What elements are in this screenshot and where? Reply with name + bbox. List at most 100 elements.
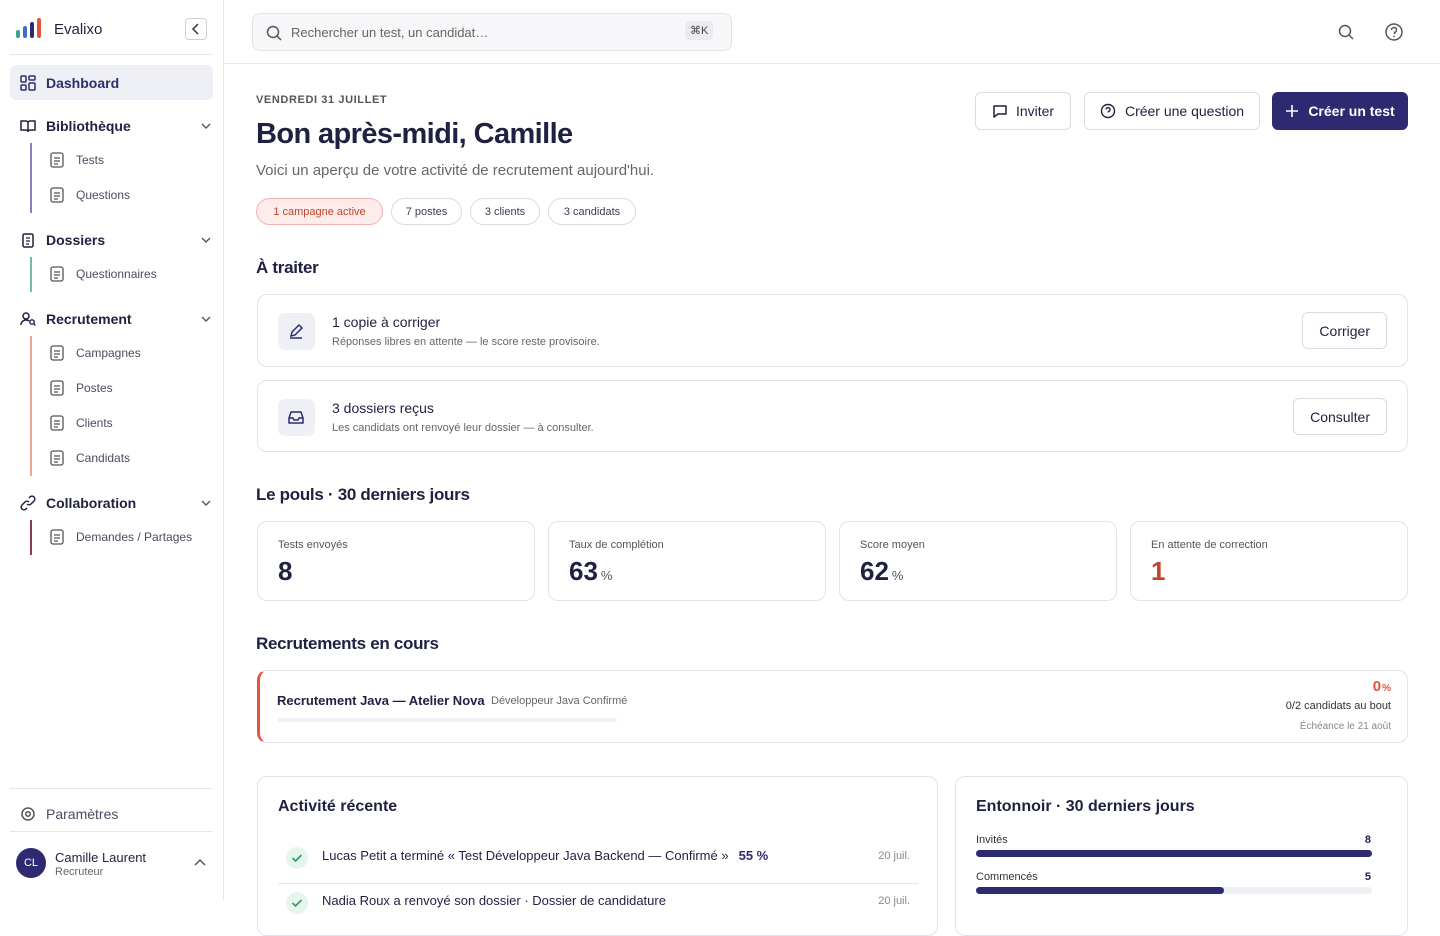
user-role: Recruteur xyxy=(55,866,104,878)
collapse-button[interactable] xyxy=(185,18,207,40)
page-title: Bon après-midi, Camille xyxy=(256,118,573,150)
element: Questions xyxy=(76,188,131,202)
nav-group[interactable]: Bibliothèque xyxy=(10,108,213,143)
element xyxy=(276,35,282,41)
element xyxy=(50,345,64,361)
nav-item[interactable]: Questionnaires xyxy=(48,260,157,288)
element: Candidats xyxy=(76,451,131,465)
element xyxy=(50,380,64,396)
icon xyxy=(1100,103,1116,119)
funnel-label: Invités xyxy=(976,834,1008,846)
element xyxy=(201,237,211,243)
search-box[interactable]: Rechercher un test, un candidat… ⌘K xyxy=(252,13,732,51)
element xyxy=(23,26,27,38)
element xyxy=(20,494,36,511)
icon xyxy=(20,119,36,132)
funnel-bar xyxy=(976,887,1224,894)
nav-settings[interactable]: Paramètres xyxy=(10,796,213,831)
invite-button[interactable]: Inviter xyxy=(975,92,1071,130)
element xyxy=(1385,23,1403,41)
nav-group[interactable]: Dossiers xyxy=(10,222,213,257)
element: Tests xyxy=(76,153,105,167)
nav-item[interactable]: Campagnes xyxy=(48,339,141,367)
element: Créer un test xyxy=(1308,103,1395,119)
element: Bibliothèque xyxy=(46,117,131,134)
element xyxy=(194,858,206,866)
stat-value: 8 xyxy=(278,556,292,587)
user-name: Camille Laurent xyxy=(55,850,147,865)
nav-group[interactable]: Recrutement xyxy=(10,301,213,336)
nav-item[interactable]: Postes xyxy=(48,374,113,402)
create-test-button[interactable]: Créer un test xyxy=(1272,92,1408,130)
element: Postes xyxy=(76,381,113,395)
tree-line xyxy=(30,257,32,292)
tree-line xyxy=(30,143,32,213)
element: 62 xyxy=(860,556,889,586)
sidebar: Evalixo Dashboard Bibliothèque Tests Quest… xyxy=(0,0,224,900)
todo-description: Les candidats ont renvoyé leur dossier —… xyxy=(332,422,594,434)
icon xyxy=(1286,105,1299,117)
nav-item[interactable]: Questions xyxy=(48,181,130,209)
nav-item[interactable]: Tests xyxy=(48,146,104,174)
icon xyxy=(266,25,282,41)
element xyxy=(50,266,64,282)
help-icon[interactable] xyxy=(1384,22,1404,42)
icon xyxy=(50,266,64,282)
icon xyxy=(22,232,34,248)
element xyxy=(54,385,60,393)
element xyxy=(54,157,60,165)
check-icon xyxy=(286,847,308,869)
create-question-button[interactable]: Créer une question xyxy=(1084,92,1260,130)
funnel-track xyxy=(976,887,1372,894)
chip: 1 campagne active xyxy=(256,198,383,225)
todo-title: 3 dossiers reçus xyxy=(332,400,434,416)
element xyxy=(993,105,1007,118)
element xyxy=(50,152,64,168)
stat-unit: % xyxy=(600,568,613,583)
icon xyxy=(993,105,1007,118)
nav-group[interactable]: Collaboration xyxy=(10,485,213,520)
activity-row: Lucas Petit a terminé « Test Développeur… xyxy=(278,839,918,884)
element: Recrutement xyxy=(46,310,132,327)
element: Dashboard xyxy=(46,74,120,91)
element: Collaboration xyxy=(46,494,137,511)
element xyxy=(1390,26,1398,34)
nav-item[interactable]: Candidats xyxy=(48,444,130,472)
element xyxy=(54,271,60,279)
nav-dashboard[interactable]: Dashboard xyxy=(10,65,213,100)
todo-action[interactable]: Corriger xyxy=(1302,312,1387,349)
element xyxy=(1105,106,1111,113)
icon xyxy=(291,899,303,908)
nav-item[interactable]: Demandes / Partages xyxy=(48,523,192,551)
element xyxy=(33,322,36,326)
chip: 7 postes xyxy=(391,198,462,225)
element xyxy=(1100,103,1116,119)
element: Nadia Roux a renvoyé son dossier · Dossi… xyxy=(322,893,666,908)
recruitment-deadline: Échéance le 21 août xyxy=(1299,721,1391,732)
icon xyxy=(50,187,64,203)
element xyxy=(54,192,60,200)
element: Lucas Petit a terminé « Test Développeur… xyxy=(322,848,729,863)
todo-action[interactable]: Consulter xyxy=(1293,398,1387,435)
recruitment-card[interactable]: Recrutement Java — Atelier Nova Développ… xyxy=(257,670,1408,743)
search-placeholder: Rechercher un test, un candidat… xyxy=(291,25,489,40)
element xyxy=(30,22,34,38)
element: 63 xyxy=(569,556,598,586)
section-title: À traiter xyxy=(256,258,319,277)
element: 0 xyxy=(1372,678,1382,695)
stat-card: En attente de correction 1 xyxy=(1130,521,1408,601)
search-icon[interactable] xyxy=(1337,23,1355,41)
element xyxy=(20,74,27,83)
stat-value: 1 xyxy=(1151,556,1165,587)
stat-label: Tests envoyés xyxy=(278,539,348,551)
funnel-track xyxy=(976,850,1372,857)
tree-line xyxy=(30,520,32,555)
element: Dossiers xyxy=(46,231,106,248)
icon xyxy=(21,806,35,821)
user-menu[interactable] xyxy=(192,855,208,871)
icon xyxy=(50,152,64,168)
divider xyxy=(10,831,213,832)
nav-item[interactable]: Clients xyxy=(48,409,113,437)
element xyxy=(21,806,35,821)
